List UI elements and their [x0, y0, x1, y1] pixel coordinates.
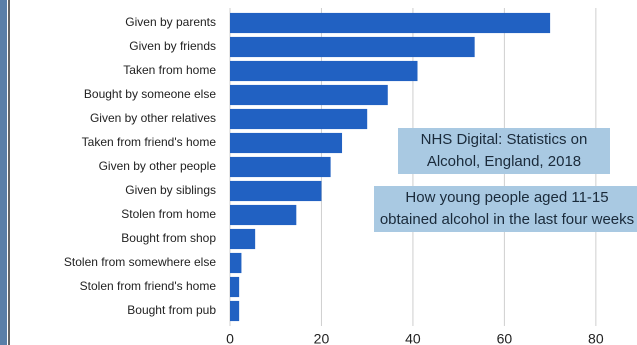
bar	[230, 12, 551, 34]
y-tick-label: Stolen from home	[121, 207, 216, 221]
x-tick-label: 40	[405, 331, 421, 345]
x-tick-label: 0	[226, 331, 234, 345]
y-tick-label: Bought by someone else	[84, 87, 216, 101]
bar	[230, 204, 297, 226]
y-tick-label: Bought from pub	[127, 303, 216, 317]
bar	[230, 252, 242, 274]
y-tick-label: Bought from shop	[121, 231, 216, 245]
x-tick-label: 20	[314, 331, 330, 345]
y-tick-label: Given by other relatives	[90, 111, 216, 125]
bar	[230, 84, 388, 106]
x-tick-label: 80	[588, 331, 604, 345]
bar	[230, 108, 368, 130]
source-annotation: NHS Digital: Statistics on Alcohol, Engl…	[398, 128, 610, 174]
bar	[230, 300, 240, 322]
y-tick-label: Taken from friend's home	[82, 135, 217, 149]
y-tick-label: Given by other people	[99, 159, 217, 173]
y-tick-label: Stolen from friend's home	[80, 279, 217, 293]
y-tick-label: Given by siblings	[125, 183, 216, 197]
bar	[230, 180, 322, 202]
bar	[230, 156, 331, 178]
y-tick-label: Stolen from somewhere else	[64, 255, 216, 269]
y-tick-label: Taken from home	[123, 63, 216, 77]
bar	[230, 276, 240, 298]
subtitle-annotation: How young people aged 11-15 obtained alc…	[374, 186, 637, 232]
y-tick-label: Given by parents	[125, 15, 216, 29]
left-edge	[0, 0, 7, 345]
y-tick-label: Given by friends	[129, 39, 216, 53]
bar	[230, 60, 418, 82]
x-tick-label: 60	[497, 331, 513, 345]
bar	[230, 228, 256, 250]
bar	[230, 36, 475, 58]
bar	[230, 132, 343, 154]
